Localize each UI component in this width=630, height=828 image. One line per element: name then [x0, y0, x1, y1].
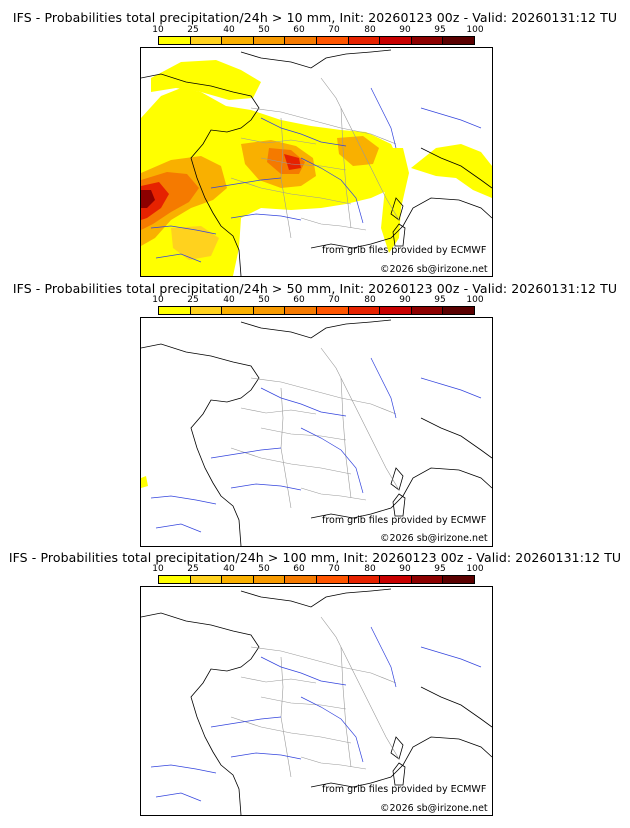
tick-label: 70 [328, 564, 340, 574]
tick-label: 25 [187, 25, 199, 35]
colorbar-swatch [411, 37, 444, 44]
map-frame [140, 586, 493, 816]
tick-label: 10 [152, 295, 164, 305]
tick-label: 50 [258, 564, 270, 574]
colorbar-swatch [316, 307, 349, 314]
credit-source: from grib files provided by ECMWF [322, 515, 487, 526]
tick-label: 10 [152, 564, 164, 574]
tick-label: 90 [399, 295, 411, 305]
precip-map [141, 319, 492, 546]
colorbar-swatch [190, 37, 223, 44]
colorbar-swatch [411, 307, 444, 314]
colorbar-ticks: 10 25 40 50 60 70 80 90 95 100 [140, 295, 540, 305]
credit-source: from grib files provided by ECMWF [322, 245, 487, 256]
tick-label: 50 [258, 295, 270, 305]
tick-label: 25 [187, 564, 199, 574]
colorbar-swatch [285, 37, 317, 44]
rivers [150, 357, 482, 533]
colorbar-ticks: 10 25 40 50 60 70 80 90 95 100 [140, 564, 540, 574]
colorbar-swatch [411, 576, 444, 583]
colorbar-swatch [285, 576, 317, 583]
colorbar-swatch [190, 307, 223, 314]
tick-label: 100 [466, 564, 484, 574]
colorbar-swatch [380, 576, 412, 583]
precip-shading [141, 476, 148, 488]
tick-label: 40 [223, 295, 235, 305]
colorbar-swatch [222, 307, 254, 314]
credit-copyright: ©2026 sb@irizone.net [380, 803, 488, 814]
tick-label: 95 [434, 25, 446, 35]
tick-label: 100 [466, 295, 484, 305]
colorbar-swatch [443, 307, 474, 314]
tick-label: 40 [223, 25, 235, 35]
tick-label: 60 [293, 25, 305, 35]
tick-label: 80 [364, 25, 376, 35]
colorbar-swatch [159, 576, 191, 583]
map-frame [140, 317, 493, 547]
colorbar-swatch [159, 307, 191, 314]
borders [230, 77, 400, 239]
credit-copyright: ©2026 sb@irizone.net [380, 533, 488, 544]
coastline [141, 319, 492, 546]
precip-map [141, 588, 492, 815]
panel-100mm: IFS - Probabilities total precipitation/… [0, 550, 630, 828]
tick-label: 70 [328, 295, 340, 305]
tick-label: 90 [399, 25, 411, 35]
panel-10mm: IFS - Probabilities total precipitation/… [0, 0, 630, 278]
colorbar-swatch [348, 576, 381, 583]
colorbar [158, 36, 475, 45]
tick-label: 80 [364, 295, 376, 305]
tick-label: 10 [152, 25, 164, 35]
tick-label: 60 [293, 564, 305, 574]
colorbar-swatch [443, 37, 474, 44]
tick-label: 95 [434, 295, 446, 305]
colorbar-swatch [253, 37, 286, 44]
tick-label: 70 [328, 25, 340, 35]
rivers [150, 87, 482, 263]
rivers [150, 626, 482, 802]
colorbar-swatch [159, 37, 191, 44]
map-frame [140, 47, 493, 277]
colorbar [158, 575, 475, 584]
precip-map [141, 49, 492, 276]
colorbar-swatch [253, 307, 286, 314]
tick-label: 95 [434, 564, 446, 574]
tick-label: 25 [187, 295, 199, 305]
credit-copyright: ©2026 sb@irizone.net [380, 264, 488, 275]
colorbar-swatch [222, 576, 254, 583]
colorbar-swatch [348, 307, 381, 314]
colorbar [158, 306, 475, 315]
tick-label: 60 [293, 295, 305, 305]
tick-label: 50 [258, 25, 270, 35]
colorbar-swatch [253, 576, 286, 583]
coastline [141, 588, 492, 815]
tick-label: 100 [466, 25, 484, 35]
colorbar-ticks: 10 25 40 50 60 70 80 90 95 100 [140, 25, 540, 35]
colorbar-swatch [443, 576, 474, 583]
panel-50mm: IFS - Probabilities total precipitation/… [0, 278, 630, 550]
colorbar-swatch [222, 37, 254, 44]
credit-source: from grib files provided by ECMWF [322, 784, 487, 795]
colorbar-swatch [348, 37, 381, 44]
map-title: IFS - Probabilities total precipitation/… [12, 10, 618, 25]
map-title: IFS - Probabilities total precipitation/… [12, 281, 618, 296]
colorbar-swatch [316, 576, 349, 583]
precip-shading [141, 60, 492, 276]
tick-label: 90 [399, 564, 411, 574]
colorbar-swatch [190, 576, 223, 583]
tick-label: 80 [364, 564, 376, 574]
colorbar-swatch [380, 307, 412, 314]
colorbar-swatch [285, 307, 317, 314]
colorbar-swatch [380, 37, 412, 44]
colorbar-swatch [316, 37, 349, 44]
map-title: IFS - Probabilities total precipitation/… [8, 550, 622, 565]
tick-label: 40 [223, 564, 235, 574]
